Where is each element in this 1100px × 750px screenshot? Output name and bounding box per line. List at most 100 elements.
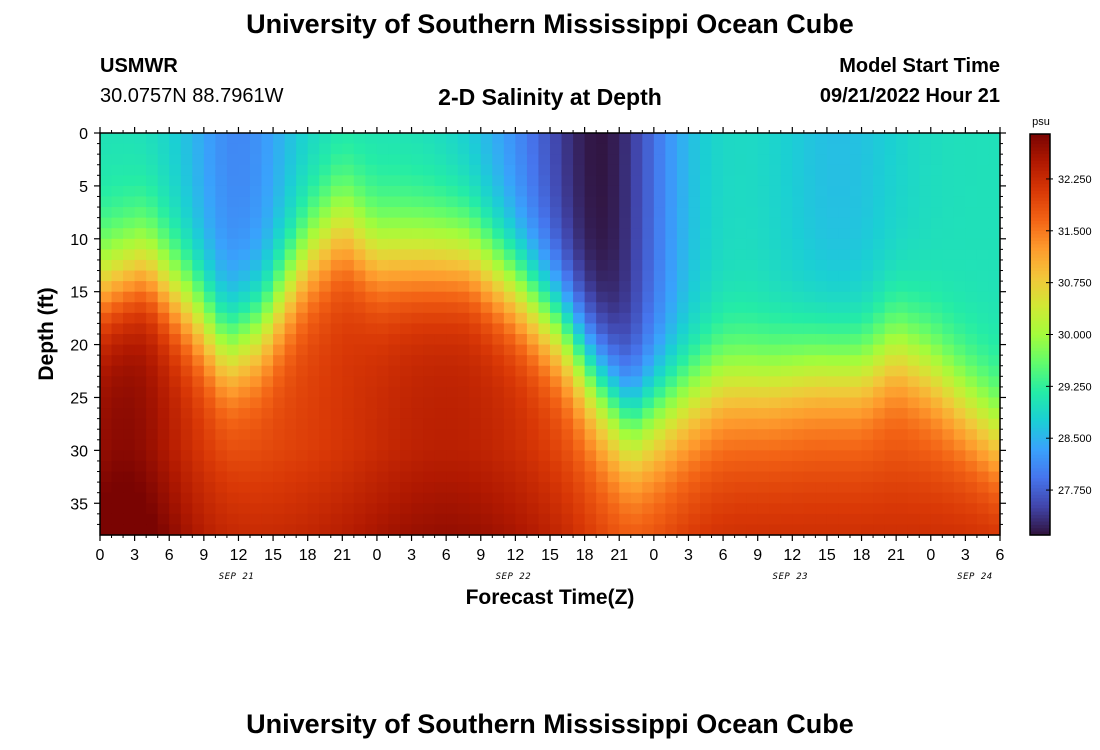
heatmap-cell	[503, 460, 516, 473]
heatmap-cell	[353, 429, 366, 441]
heatmap-cell	[423, 259, 436, 272]
heatmap-cell	[884, 355, 897, 367]
heatmap-cell	[861, 228, 874, 240]
heatmap-cell	[653, 471, 666, 483]
heatmap-cell	[803, 418, 816, 430]
heatmap-cell	[665, 334, 678, 346]
heatmap-cell	[584, 376, 597, 388]
colorbar-segment	[1030, 454, 1050, 459]
heatmap-cell	[550, 259, 563, 272]
heatmap-cell	[792, 450, 805, 462]
heatmap-cell	[873, 408, 886, 420]
heatmap-cell	[157, 323, 170, 335]
heatmap-cell	[596, 270, 609, 282]
heatmap-cell	[619, 460, 632, 473]
heatmap-cell	[446, 482, 459, 494]
heatmap-cell	[250, 492, 263, 504]
heatmap-cell	[261, 524, 274, 536]
heatmap-cell	[884, 217, 897, 229]
heatmap-cell	[192, 312, 205, 325]
heatmap-cell	[700, 143, 713, 155]
heatmap-cell	[319, 513, 332, 526]
heatmap-cell	[423, 524, 436, 536]
heatmap-cell	[965, 513, 978, 526]
heatmap-cell	[988, 429, 1001, 441]
heatmap-cell	[215, 460, 228, 473]
heatmap-cell	[503, 185, 516, 198]
heatmap-cell	[953, 238, 966, 250]
heatmap-cell	[480, 524, 493, 536]
heatmap-cell	[376, 524, 390, 536]
heatmap-cell	[100, 471, 113, 483]
heatmap-cell	[319, 492, 332, 504]
heatmap-cell	[884, 249, 897, 261]
colorbar-segment	[1030, 474, 1050, 479]
heatmap-cell	[480, 460, 493, 473]
heatmap-cell	[100, 185, 113, 198]
heatmap-cell	[238, 185, 251, 198]
heatmap-cell	[826, 365, 840, 377]
heatmap-cell	[896, 503, 909, 515]
heatmap-cell	[688, 450, 701, 462]
heatmap-cell	[192, 355, 205, 367]
heatmap-cell	[919, 503, 932, 515]
heatmap-cell	[365, 249, 378, 261]
heatmap-cell	[457, 386, 470, 399]
heatmap-cell	[457, 397, 470, 409]
heatmap-cell	[457, 365, 470, 377]
heatmap-cell	[376, 471, 390, 483]
heatmap-cell	[423, 133, 436, 145]
heatmap-cell	[919, 513, 932, 526]
heatmap-cell	[850, 408, 863, 420]
heatmap-cell	[734, 450, 747, 462]
heatmap-cell	[619, 323, 632, 335]
heatmap-cell	[723, 185, 736, 198]
heatmap-cell	[861, 238, 874, 250]
heatmap-cell	[619, 143, 632, 155]
heatmap-cell	[988, 207, 1001, 219]
heatmap-cell	[307, 238, 320, 250]
heatmap-cell	[365, 365, 378, 377]
heatmap-cell	[723, 259, 736, 272]
heatmap-cell	[642, 460, 655, 473]
heatmap-cell	[457, 439, 470, 451]
heatmap-cell	[700, 185, 713, 198]
heatmap-cell	[630, 154, 643, 166]
heatmap-cell	[711, 207, 724, 219]
heatmap-cell	[988, 154, 1001, 166]
heatmap-cell	[630, 323, 643, 335]
heatmap-cell	[734, 259, 747, 272]
colorbar-segment	[1030, 377, 1050, 382]
heatmap-cell	[250, 355, 263, 367]
heatmap-cell	[700, 492, 713, 504]
heatmap-cell	[284, 185, 297, 198]
heatmap-cell	[976, 302, 990, 314]
heatmap-cell	[561, 196, 574, 208]
heatmap-cell	[642, 259, 655, 272]
heatmap-cell	[307, 503, 320, 515]
heatmap-cell	[157, 439, 170, 451]
heatmap-cell	[573, 334, 586, 346]
heatmap-cell	[642, 397, 655, 409]
heatmap-cell	[815, 302, 828, 314]
colorbar-segment	[1030, 137, 1050, 142]
heatmap-cell	[515, 450, 528, 462]
heatmap-cell	[319, 503, 332, 515]
heatmap-cell	[469, 460, 482, 473]
heatmap-cell	[919, 228, 932, 240]
heatmap-cell	[296, 133, 309, 145]
heatmap-cell	[457, 228, 470, 240]
heatmap-cell	[550, 408, 563, 420]
heatmap-cell	[526, 175, 540, 187]
heatmap-cell	[665, 450, 678, 462]
heatmap-cell	[319, 408, 332, 420]
colorbar-segment	[1030, 498, 1050, 503]
heatmap-cell	[446, 270, 459, 282]
heatmap-cell	[976, 164, 990, 176]
heatmap-cell	[584, 365, 597, 377]
heatmap-cell	[676, 418, 690, 430]
heatmap-cell	[561, 503, 574, 515]
heatmap-cell	[884, 291, 897, 303]
heatmap-cell	[446, 217, 459, 229]
heatmap-cell	[734, 196, 747, 208]
